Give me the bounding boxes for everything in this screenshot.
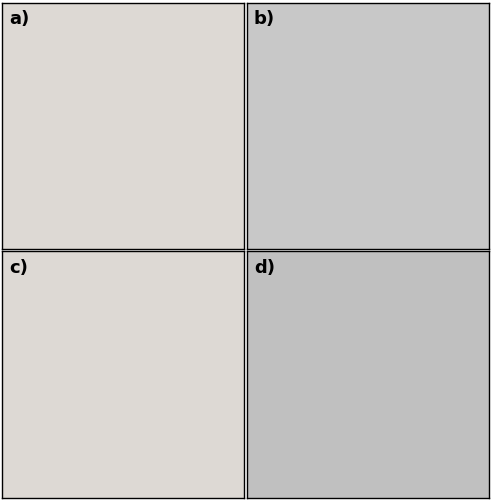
Text: a): a) xyxy=(10,10,30,28)
Text: b): b) xyxy=(254,10,275,28)
Text: c): c) xyxy=(10,258,28,276)
Text: d): d) xyxy=(254,258,275,276)
